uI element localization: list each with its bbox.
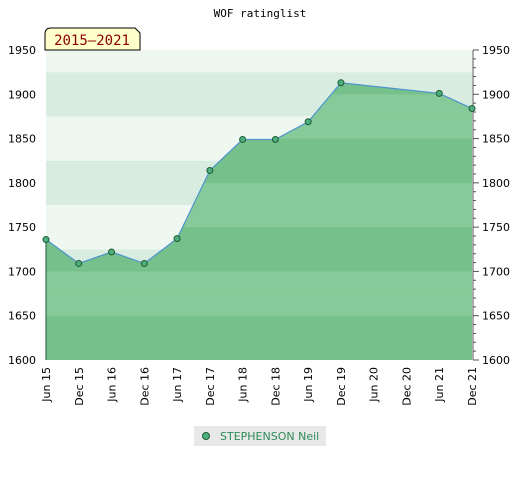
x-tick-label: Jun 21 <box>433 367 446 403</box>
x-tick-label: Dec 20 <box>400 367 413 406</box>
rating-line <box>45 82 473 265</box>
x-tick-label: Jun 15 <box>40 367 53 403</box>
legend-marker-icon <box>202 432 210 440</box>
background-band <box>46 50 472 73</box>
y-tick-label-right: 1950 <box>482 44 510 57</box>
y-tick-label-left: 1750 <box>8 221 36 234</box>
y-tick-label-left: 1900 <box>8 88 36 101</box>
data-point <box>468 104 476 112</box>
y-tick-label-right: 1850 <box>482 133 510 146</box>
y-tick-label-right: 1700 <box>482 265 510 278</box>
data-markers <box>42 79 476 267</box>
x-tick-label: Dec 18 <box>269 367 282 406</box>
data-point <box>206 166 214 174</box>
area-stripe <box>46 293 472 316</box>
x-tick-label: Dec 16 <box>138 367 151 406</box>
y-tick-label-right: 1900 <box>482 88 510 101</box>
data-point <box>304 118 312 126</box>
y-tick-label-left: 1800 <box>8 177 36 190</box>
x-tick-label: Jun 16 <box>106 367 119 403</box>
x-tick-label: Jun 17 <box>171 367 184 403</box>
period-label: 2015–2021 <box>54 33 130 49</box>
legend-series-name: STEPHENSON Neil <box>220 429 320 443</box>
data-point <box>173 235 181 243</box>
x-tick-label: Jun 19 <box>302 367 315 403</box>
y-tick-label-right: 1800 <box>482 177 510 190</box>
data-point <box>435 89 443 97</box>
data-point <box>337 79 345 87</box>
y-tick-label-left: 1950 <box>8 44 36 57</box>
y-tick-label-right: 1750 <box>482 221 510 234</box>
x-tick-label: Dec 15 <box>73 367 86 406</box>
y-tick-label-right: 1600 <box>482 354 510 367</box>
y-tick-label-left: 1850 <box>8 133 36 146</box>
x-tick-label: Jun 20 <box>368 367 381 403</box>
area-stripe <box>46 271 472 294</box>
data-point <box>42 236 50 244</box>
area-stripe <box>46 315 472 338</box>
y-tick-label-left: 1700 <box>8 265 36 278</box>
data-point <box>239 135 247 143</box>
x-tick-label: Dec 17 <box>204 367 217 406</box>
legend: STEPHENSON Neil <box>194 426 326 446</box>
y-tick-label-left: 1650 <box>8 310 36 323</box>
data-point <box>271 135 279 143</box>
chart-title: WOF ratinglist <box>214 7 307 20</box>
axes: 1600 1600 1650 1650 1700 1700 1750 1750 1800 1800… <box>8 44 510 406</box>
data-point <box>75 259 83 267</box>
x-tick-label: Dec 21 <box>466 367 479 406</box>
data-point <box>140 259 148 267</box>
x-tick-label: Dec 19 <box>335 367 348 406</box>
x-tick-label: Jun 18 <box>237 367 250 403</box>
period-badge: 2015–2021 <box>44 27 141 51</box>
y-tick-label-left: 1600 <box>8 354 36 367</box>
area-stripe <box>46 337 472 360</box>
y-tick-label-right: 1650 <box>482 310 510 323</box>
data-point <box>108 248 116 256</box>
